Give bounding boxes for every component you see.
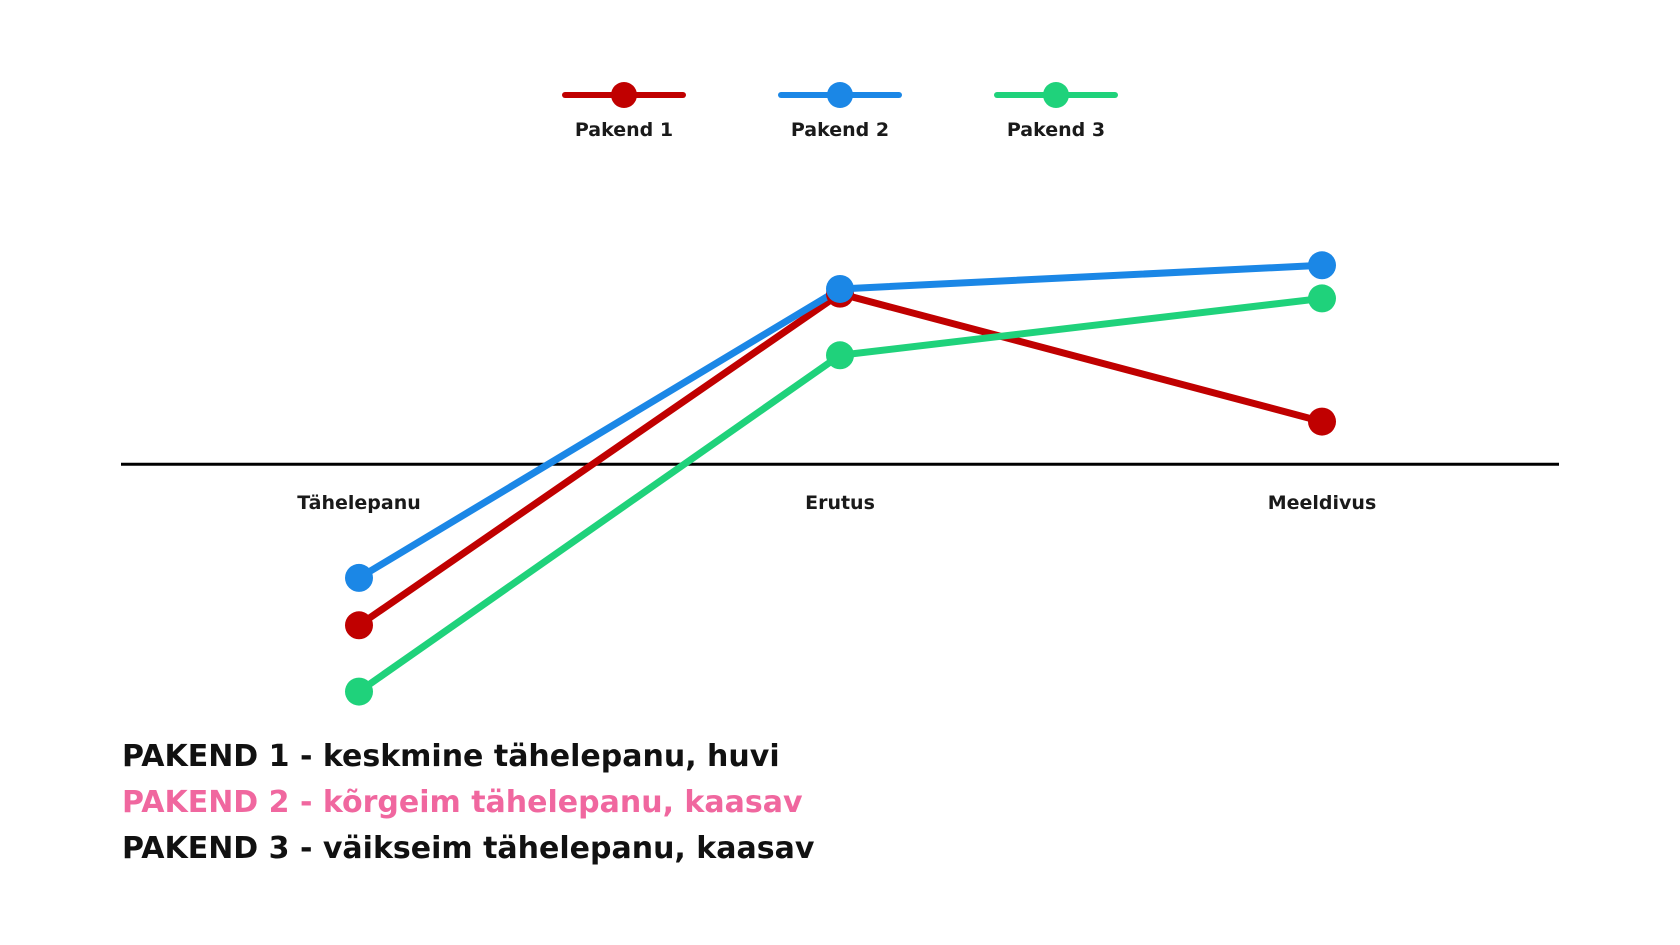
series-points [345,251,1336,706]
legend-swatch-marker [1043,82,1069,108]
data-point [345,611,373,640]
chart-legend: Pakend 1 Pakend 2 Pakend 3 [562,82,1118,141]
data-point [345,563,373,592]
legend-swatch-marker [611,82,637,108]
data-point [345,677,373,706]
legend-swatch-marker [827,82,853,108]
x-tick-label: Tähelepanu [297,492,421,514]
legend-item: Pakend 2 [778,82,902,141]
legend-item: Pakend 1 [562,82,686,141]
legend-label: Pakend 3 [1007,119,1105,141]
data-point [1308,251,1336,280]
series-lines [355,261,1326,696]
data-point [826,274,854,303]
note-pakend-2: PAKEND 2 - kõrgeim tähelepanu, kaasav [122,785,803,820]
x-tick-label: Erutus [805,492,875,514]
summary-notes: PAKEND 1 - keskmine tähelepanu, huvi PAK… [122,734,814,872]
data-point [1308,284,1336,313]
x-tick-label: Meeldivus [1268,492,1377,514]
legend-label: Pakend 1 [575,119,673,141]
x-axis-tick-labels: Tähelepanu Erutus Meeldivus [297,492,1376,514]
note-pakend-3: PAKEND 3 - väikseim tähelepanu, kaasav [122,831,815,866]
legend-label: Pakend 2 [791,119,889,141]
note-pakend-1: PAKEND 1 - keskmine tähelepanu, huvi [122,739,780,774]
data-point [826,341,854,370]
legend-item: Pakend 3 [994,82,1118,141]
data-point [1308,407,1336,436]
